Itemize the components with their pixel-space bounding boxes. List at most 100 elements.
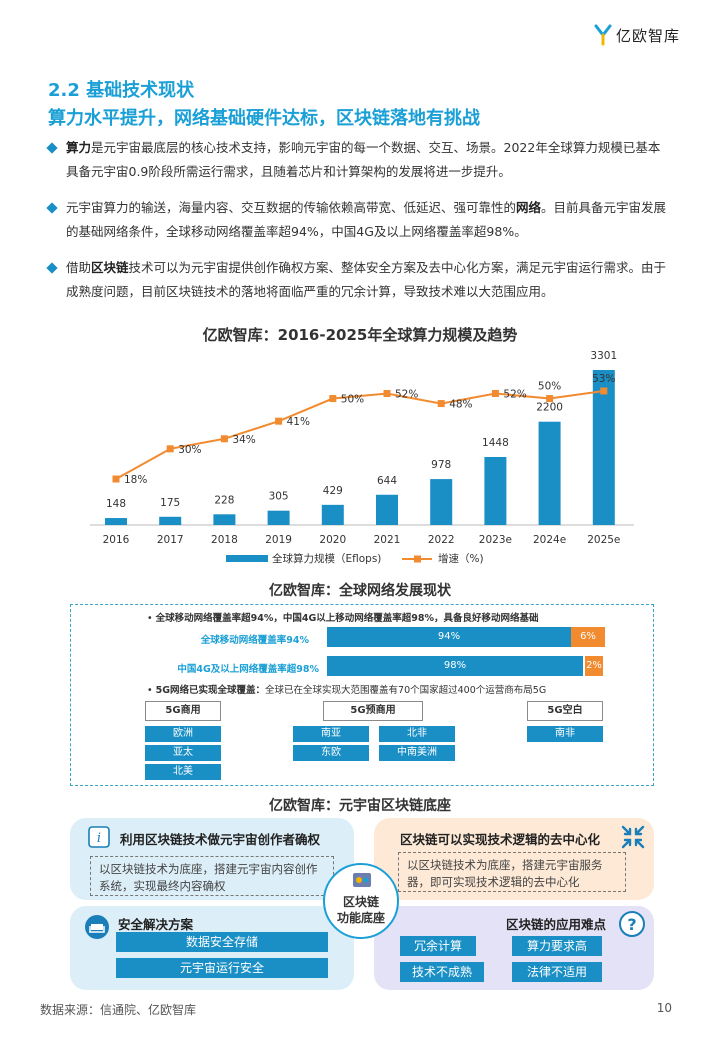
security-item: 数据安全存储 bbox=[116, 932, 328, 952]
network-box: • 全球移动网络覆盖率超94%，中国4G以上移动网络覆盖率超98%，具备良好移动… bbox=[70, 604, 654, 786]
growth-label: 41% bbox=[287, 416, 310, 428]
growth-point bbox=[546, 395, 554, 403]
growth-label: 52% bbox=[395, 389, 418, 401]
growth-point bbox=[220, 435, 228, 443]
bar bbox=[538, 421, 561, 525]
bar bbox=[321, 504, 344, 525]
region-head-blank: 5G空白 bbox=[527, 701, 603, 721]
region-chip: 南亚 bbox=[293, 726, 369, 742]
bar-value-label: 228 bbox=[214, 494, 234, 506]
bar-value-label: 148 bbox=[106, 498, 126, 510]
growth-label: 30% bbox=[178, 444, 201, 456]
bar bbox=[267, 510, 290, 525]
bullet-text: 借助 bbox=[66, 260, 92, 275]
svg-text:?: ? bbox=[627, 915, 636, 934]
growth-label: 53% bbox=[592, 373, 615, 385]
blockchain-network-icon bbox=[353, 873, 371, 887]
bar-global-label: 全球移动网络覆盖率94% bbox=[200, 635, 309, 646]
center-line-2: 功能底座 bbox=[336, 911, 385, 925]
region-chip: 欧洲 bbox=[145, 726, 221, 742]
network-line-5g-text: 全球已在全球实现大范围覆盖有70个国家超过400个运营商布局5G bbox=[265, 685, 547, 696]
growth-point bbox=[275, 417, 283, 425]
growth-point bbox=[329, 395, 337, 403]
brand-name: 亿欧智库 bbox=[615, 26, 680, 45]
growth-point bbox=[600, 387, 608, 395]
collapse-arrows-icon bbox=[621, 825, 645, 849]
network-line-5g-bold: 5G网络已实现全球覆盖： bbox=[155, 685, 266, 696]
question-icon: ? bbox=[619, 911, 645, 937]
growth-point bbox=[437, 400, 445, 408]
region-chip: 中南美洲 bbox=[379, 745, 455, 761]
compute-chart: 148 2016 175 2017 228 2018 305 2019 429 2020 644 20… bbox=[90, 350, 634, 565]
blockchain-center: 区块链 功能底座 bbox=[323, 863, 399, 939]
legend-line-marker bbox=[414, 555, 421, 563]
region-chip: 东欧 bbox=[293, 745, 369, 761]
panel-decentral-desc: 以区块链技术为底座，搭建元宇宙服务器，即可实现技术逻辑的去中心化 bbox=[398, 852, 626, 892]
bullet-network: 元宇宙算力的输送，海量内容、交互数据的传输依赖高带宽、低延迟、强可靠性的网络。目… bbox=[46, 196, 668, 244]
panel-security-title: 安全解决方案 bbox=[118, 917, 194, 932]
diamond-bullet-icon bbox=[46, 262, 58, 274]
bar bbox=[592, 370, 615, 525]
bar-china-rest: 2% bbox=[585, 656, 603, 676]
challenge-item: 算力要求高 bbox=[512, 936, 602, 956]
bar-value-label: 3301 bbox=[590, 350, 617, 362]
panel-security: 安全解决方案 数据安全存储 元宇宙运行安全 bbox=[70, 906, 354, 990]
growth-label: 50% bbox=[341, 394, 364, 406]
bullet-blockchain: 借助区块链技术可以为元宇宙提供创作确权方案、整体安全方案及去中心化方案，满足元宇… bbox=[46, 256, 668, 304]
panel-challenges-title: 区块链的应用难点 bbox=[506, 917, 607, 932]
bullet-bold: 算力 bbox=[66, 140, 92, 155]
growth-point bbox=[383, 390, 391, 398]
bullet-text: 元宇宙算力的输送，海量内容、交互数据的传输依赖高带宽、低延迟、强可靠性的 bbox=[66, 200, 517, 215]
growth-label: 50% bbox=[538, 381, 561, 393]
network-line-mobile: • 全球移动网络覆盖率超94%，中国4G以上移动网络覆盖率超98%，具备良好移动… bbox=[147, 613, 539, 624]
bullet-compute: 算力是元宇宙最底层的核心技术支持，影响元宇宙的每一个数据、交互、场景。2022年… bbox=[46, 136, 668, 184]
legend-line-label: 增速（%) bbox=[438, 552, 484, 565]
bullet-list: 算力是元宇宙最底层的核心技术支持，影响元宇宙的每一个数据、交互、场景。2022年… bbox=[46, 136, 668, 316]
section-title: 2.2 基础技术现状 bbox=[48, 80, 195, 101]
growth-label: 18% bbox=[124, 474, 147, 486]
region-head-precommercial: 5G预商用 bbox=[323, 701, 423, 721]
page-number: 10 bbox=[656, 1001, 672, 1015]
region-chip: 北非 bbox=[379, 726, 455, 742]
bar bbox=[376, 494, 398, 525]
growth-line bbox=[115, 390, 604, 480]
bar-value-label: 429 bbox=[323, 485, 343, 497]
bar bbox=[159, 516, 182, 525]
bullet-text: 。目前具备元宇宙发展的基础网络条件，全球移动网络覆盖率超94%，中国4G及以上网… bbox=[66, 200, 667, 239]
blockchain-title: 亿欧智库：元宇宙区块链底座 bbox=[269, 798, 451, 814]
bar-china-main: 98% bbox=[327, 656, 583, 676]
x-tick-label: 2023e bbox=[479, 534, 512, 546]
sofa-icon bbox=[85, 915, 109, 939]
bar bbox=[484, 457, 507, 525]
challenge-item: 法律不适用 bbox=[512, 962, 602, 982]
region-chip: 亚太 bbox=[145, 745, 221, 761]
x-tick-label: 2022 bbox=[428, 534, 455, 546]
panel-copyright-desc: 以区块链技术为底座，搭建元宇宙内容创作系统，实现最终内容确权 bbox=[90, 856, 334, 896]
section-headline: 算力水平提升，网络基础硬件达标，区块链落地有挑战 bbox=[48, 108, 480, 129]
panel-decentral: 区块链可以实现技术逻辑的去中心化 以区块链技术为底座，搭建元宇宙服务器，即可实现… bbox=[374, 818, 654, 900]
center-line-1: 区块链 bbox=[342, 895, 379, 909]
growth-label: 52% bbox=[503, 389, 526, 401]
growth-label: 48% bbox=[449, 399, 472, 411]
network-line-mobile-text: 全球移动网络覆盖率超94%，中国4G以上移动网络覆盖率超98%，具备良好移动网络… bbox=[155, 613, 539, 624]
region-chip: 北美 bbox=[145, 764, 221, 780]
region-head-commercial: 5G商用 bbox=[145, 701, 221, 721]
bar-value-label: 1448 bbox=[482, 437, 509, 449]
bar-value-label: 175 bbox=[160, 497, 180, 509]
bullet-text: 技术可以为元宇宙提供创作确权方案、整体安全方案及去中心化方案，满足元宇宙运行需求… bbox=[66, 260, 667, 299]
brand-logo: 亿欧智库 bbox=[594, 24, 680, 46]
challenge-item: 技术不成熟 bbox=[400, 962, 484, 982]
bullet-bold: 网络 bbox=[516, 200, 542, 215]
bar bbox=[430, 479, 453, 525]
network-title: 亿欧智库：全球网络发展现状 bbox=[269, 583, 451, 599]
bar-value-label: 978 bbox=[431, 459, 451, 471]
bar-china-label: 中国4G及以上网络覆盖率超98% bbox=[177, 664, 319, 675]
diamond-bullet-icon bbox=[46, 142, 58, 154]
data-source: 数据来源：信通院、亿欧智库 bbox=[40, 1003, 197, 1017]
x-tick-label: 2021 bbox=[374, 534, 401, 546]
bar-global-rest: 6% bbox=[571, 627, 605, 647]
panel-copyright: i 利用区块链技术做元宇宙创作者确权 以区块链技术为底座，搭建元宇宙内容创作系统… bbox=[70, 818, 354, 900]
bar-value-label: 2200 bbox=[536, 402, 563, 414]
bar-value-label: 305 bbox=[269, 491, 289, 503]
legend-bar-label: 全球算力规模（Eflops) bbox=[272, 552, 381, 565]
